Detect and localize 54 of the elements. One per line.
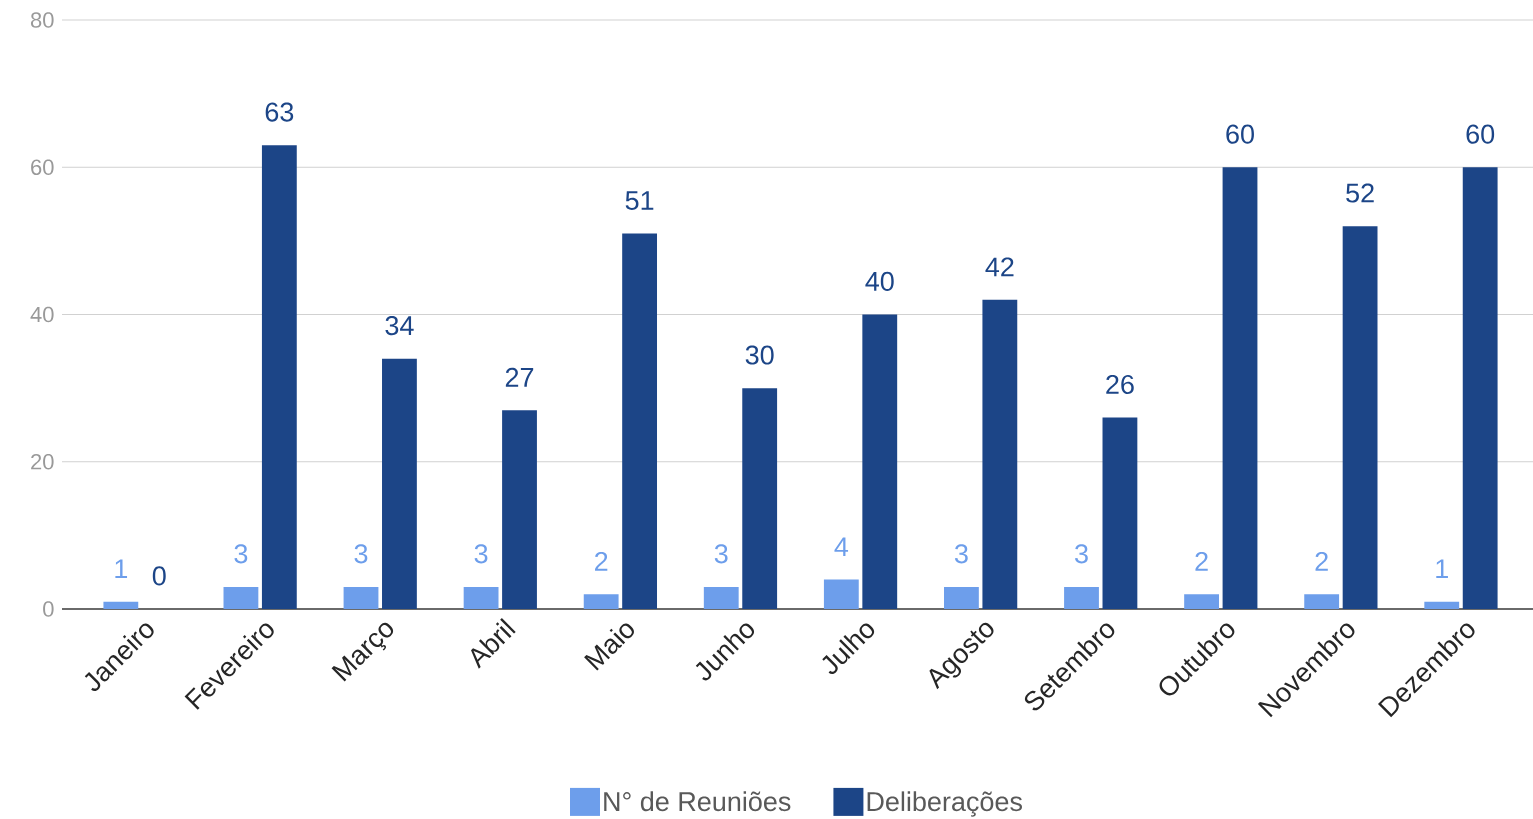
data-label: 34	[385, 316, 414, 336]
bar	[382, 358, 417, 609]
data-label: 3	[474, 544, 488, 564]
data-label: 27	[505, 367, 534, 387]
data-label: 51	[625, 191, 654, 210]
bar	[502, 410, 537, 609]
legend-label: N° de Reuniões	[604, 791, 791, 812]
bar	[1424, 601, 1460, 609]
data-label: 3	[234, 544, 248, 564]
bar	[103, 601, 139, 609]
data-label: 0	[152, 566, 166, 586]
data-label: 40	[865, 271, 894, 291]
data-label: 3	[954, 544, 968, 564]
bar	[944, 586, 979, 609]
y-tick-label: 40	[30, 306, 54, 323]
bar	[583, 594, 619, 609]
data-label: 1	[115, 559, 128, 579]
data-label: 60	[1466, 124, 1495, 144]
data-label: 30	[745, 345, 774, 365]
bar	[1222, 167, 1258, 609]
data-label: 26	[1106, 374, 1134, 395]
data-label: 1	[1436, 559, 1448, 579]
data-label: 3	[714, 544, 728, 564]
data-label: 2	[1315, 551, 1328, 571]
legend-label: Deliberações	[867, 791, 1022, 817]
data-label: 2	[595, 551, 608, 571]
bar	[622, 233, 658, 609]
bar	[823, 579, 859, 609]
bar	[1342, 226, 1378, 609]
bar	[1304, 594, 1340, 609]
y-tick-label: 60	[31, 159, 54, 176]
bar	[703, 586, 739, 609]
data-label: 60	[1226, 124, 1254, 144]
bar	[1462, 167, 1498, 609]
bar	[1064, 586, 1099, 609]
bar	[223, 586, 259, 609]
bar	[1184, 594, 1219, 609]
bar	[1102, 417, 1138, 609]
bar	[982, 299, 1018, 609]
bar	[463, 586, 499, 609]
y-tick-label: 80	[30, 12, 54, 28]
y-tick-label: 0	[43, 601, 54, 617]
data-label: 42	[985, 257, 1014, 277]
bar	[261, 145, 297, 609]
data-label: 2	[1195, 551, 1208, 571]
data-label: 52	[1346, 183, 1374, 203]
data-label: 3	[354, 544, 368, 564]
bar	[742, 388, 778, 609]
data-label: 4	[834, 537, 849, 557]
data-label: 63	[265, 102, 294, 122]
bar	[343, 586, 379, 609]
bar	[862, 314, 898, 609]
data-label: 3	[1075, 544, 1088, 564]
y-tick-label: 20	[31, 453, 54, 470]
